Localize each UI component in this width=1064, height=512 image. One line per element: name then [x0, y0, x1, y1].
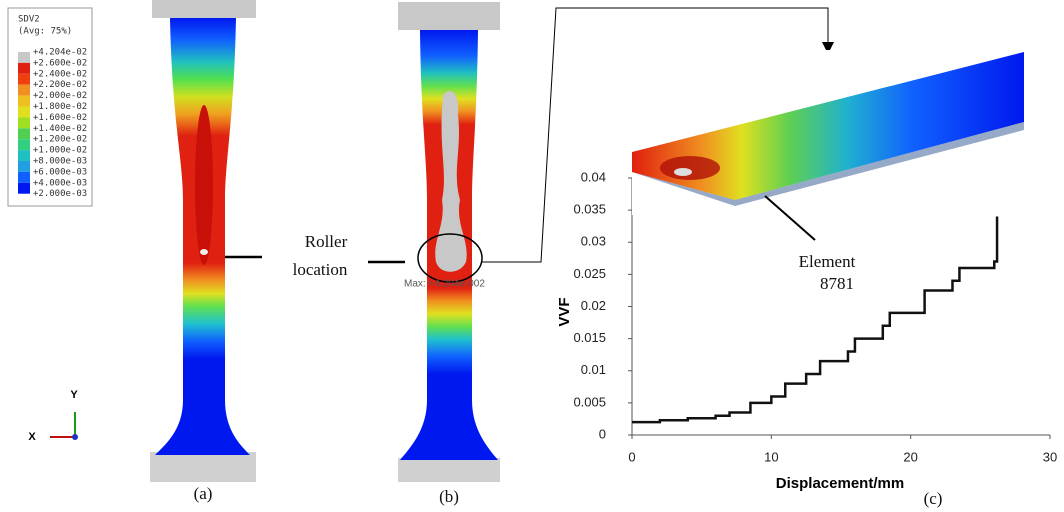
legend-swatch [18, 172, 30, 183]
legend-level: +1.600e-02 [33, 113, 87, 123]
inset-hot [660, 156, 720, 180]
axis-x-label: X [28, 431, 36, 443]
legend-swatch [18, 139, 30, 150]
inset-max [674, 168, 692, 176]
legend-swatch [18, 74, 30, 85]
figure: +4.204e-02+2.600e-02+2.400e-02+2.200e-02… [0, 0, 1064, 512]
axis-y-label: Y [70, 389, 78, 401]
y-tick-label: 0.035 [573, 202, 606, 217]
max-label: Max: +4.204e-002 [404, 279, 485, 290]
legend-swatch [18, 128, 30, 139]
data-line [632, 217, 997, 423]
y-tick-label: 0.02 [581, 298, 606, 313]
y-tick-label: 0 [599, 426, 606, 441]
legend-title: SDV2 [18, 15, 40, 25]
legend-swatch [18, 96, 30, 107]
annotation: Roller [305, 232, 348, 251]
legend-level: +2.000e-02 [33, 91, 87, 101]
y-tick-label: 0.04 [581, 169, 606, 184]
annotation: location [293, 260, 348, 279]
legend-swatch [18, 161, 30, 172]
legend-level: +1.400e-02 [33, 124, 87, 134]
x-tick-label: 10 [764, 449, 778, 464]
legend-swatch [18, 150, 30, 161]
legend-subtitle: (Avg: 75%) [18, 27, 72, 37]
legend-swatch [18, 117, 30, 128]
legend-level: +1.200e-02 [33, 135, 87, 145]
legend-level: +6.000e-03 [33, 167, 87, 177]
legend-swatch [18, 63, 30, 74]
x-tick-label: 0 [628, 449, 635, 464]
y-tick-label: 0.03 [581, 234, 606, 249]
panel-label: (b) [439, 487, 459, 506]
legend-level: +2.000e-03 [33, 189, 87, 199]
legend-level: +1.000e-02 [33, 146, 87, 156]
legend-swatch [18, 183, 30, 194]
legend-level: +2.400e-02 [33, 69, 87, 79]
annotation: 8781 [820, 274, 854, 293]
axis-triad [50, 412, 78, 440]
y-tick-label: 0.025 [573, 266, 606, 281]
legend-swatch [18, 107, 30, 118]
annotation: Element [799, 252, 856, 271]
x-tick-label: 20 [903, 449, 917, 464]
legend-swatch [18, 85, 30, 96]
grip [398, 458, 500, 482]
legend-level: +4.000e-03 [33, 178, 87, 188]
x-tick-label: 30 [1043, 449, 1057, 464]
grip [398, 2, 500, 30]
grip [152, 0, 256, 18]
y-tick-label: 0.01 [581, 362, 606, 377]
legend-level: +2.600e-02 [33, 58, 87, 68]
panel-label: (c) [924, 489, 943, 508]
x-axis-label: Displacement/mm [776, 475, 904, 492]
y-tick-label: 0.015 [573, 330, 606, 345]
y-axis-label: VVF [556, 297, 573, 326]
chart: 0 0.005 0.01 0.015 0.02 0.025 0.03 0.035 0.04 0 10… [556, 169, 1057, 492]
legend-level: +2.200e-02 [33, 80, 87, 90]
legend-level: +4.204e-02 [33, 48, 87, 58]
grip [150, 452, 256, 482]
legend: +4.204e-02+2.600e-02+2.400e-02+2.200e-02… [18, 48, 87, 200]
legend-level: +8.000e-03 [33, 157, 87, 167]
hot-zone [195, 105, 213, 265]
y-tick-label: 0.005 [573, 394, 606, 409]
max-spot [200, 249, 208, 255]
legend-swatch [18, 52, 30, 63]
legend-level: +1.800e-02 [33, 102, 87, 112]
panel-label: (a) [194, 484, 213, 503]
